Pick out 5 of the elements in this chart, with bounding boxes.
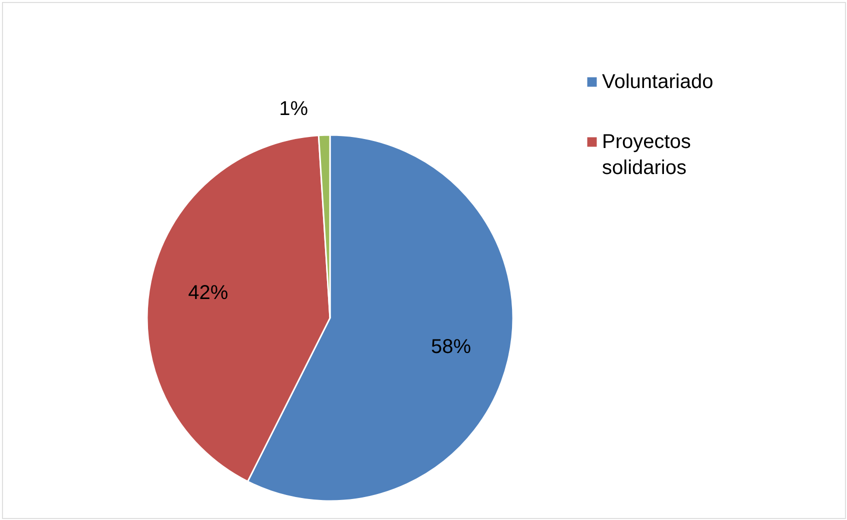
legend-label: Voluntariado	[602, 71, 714, 93]
legend-label: Proyectos solidarios	[602, 131, 691, 179]
data-label: 58%	[431, 336, 472, 358]
data-label: 1%	[279, 98, 308, 120]
data-label: 42%	[188, 282, 228, 304]
